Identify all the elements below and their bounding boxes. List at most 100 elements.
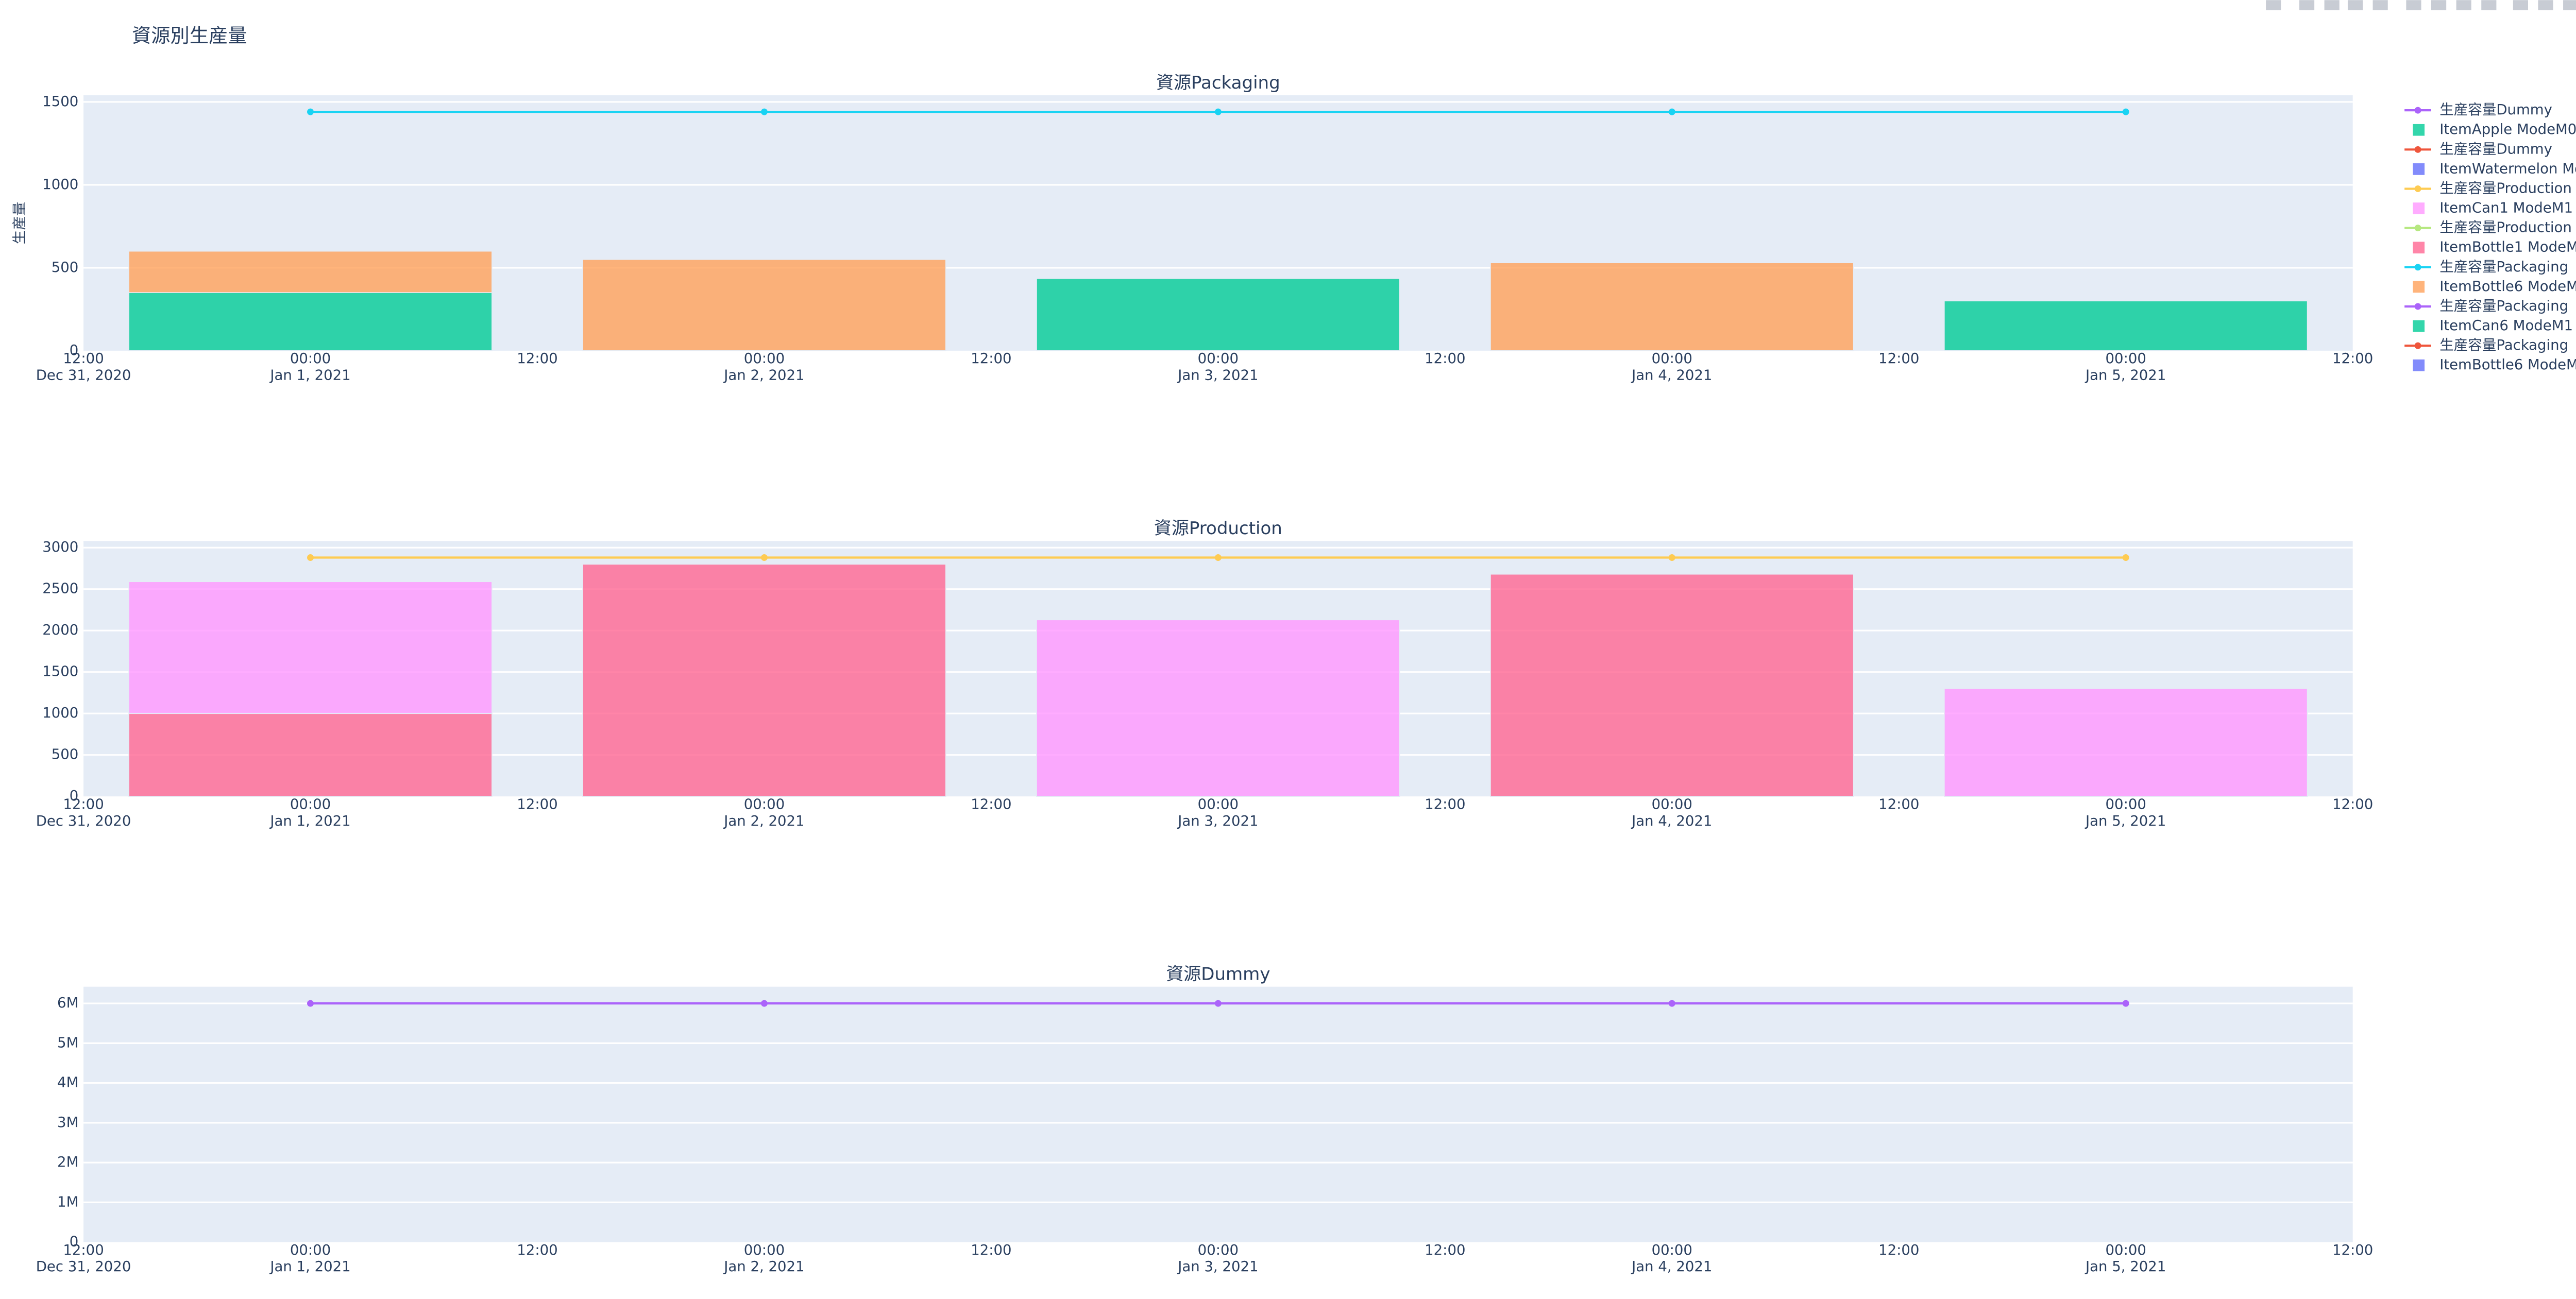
legend-item[interactable]: ItemWatermelon ModeM0 (2413, 160, 2576, 177)
legend-item[interactable]: ItemBottle1 ModeM1 (2413, 239, 2576, 255)
x-tick-label: Jan 2, 2021 (723, 367, 804, 383)
y-tick-label: 6M (57, 995, 78, 1011)
legend-swatch (2413, 281, 2425, 293)
y-tick-label: 1M (57, 1193, 78, 1210)
x-tick-label: 12:00 (1425, 350, 1465, 367)
bar: ItemCan1 ModeM1 (128, 581, 493, 714)
y-tick-label: 500 (52, 259, 79, 276)
legend-label: 生産容量Packaging (2439, 298, 2568, 314)
y-tick-label: 3M (57, 1114, 78, 1131)
x-tick-label: 12:00 (517, 1242, 557, 1258)
x-tick-label: 12:00 (971, 796, 1011, 812)
modebar-button[interactable] (2406, 0, 2421, 10)
x-tick-label: 00:00 (2106, 1242, 2146, 1258)
bar: ItemBottle1 ModeM1 (1490, 573, 1854, 797)
y-axis-title: 生産量 (11, 202, 28, 245)
modebar-button[interactable] (2299, 0, 2315, 10)
y-tick-label: 0 (70, 788, 79, 804)
legend-item[interactable]: 生産容量Packaging (2404, 337, 2568, 353)
x-tick-label: 12:00 (2332, 1242, 2373, 1258)
x-tick-label: Dec 31, 2020 (36, 813, 131, 829)
legend-item[interactable]: 生産容量Packaging (2404, 259, 2568, 275)
y-tick-label: 0 (70, 342, 79, 358)
page-title: 資源別生産量 (132, 24, 247, 47)
bar: ItemBottle6 ModeM1 (582, 259, 946, 351)
bar: ItemCan6 ModeM1 (1036, 278, 1400, 351)
line-marker (1214, 554, 1222, 561)
legend-item[interactable]: ItemCan6 ModeM1 (2413, 317, 2573, 334)
bar: ItemCan6 ModeM1 (1944, 300, 2308, 351)
modebar-button[interactable] (2372, 0, 2388, 10)
x-tick-label: 12:00 (1878, 1242, 1919, 1258)
legend-label: 生産容量Production (2439, 180, 2572, 196)
modebar-button[interactable] (2481, 0, 2497, 10)
x-tick-label: 00:00 (2106, 350, 2146, 367)
bar: ItemBottle1 ModeM1 (582, 563, 946, 797)
x-tick-label: 12:00 (517, 350, 557, 367)
legend-item[interactable]: 生産容量Dummy (2404, 141, 2552, 157)
line-marker (1214, 1000, 1222, 1007)
legend-item[interactable]: 生産容量Dummy (2404, 101, 2552, 118)
line-marker (760, 554, 768, 561)
line-marker (1668, 108, 1675, 115)
modebar-button[interactable] (2347, 0, 2363, 10)
y-tick-label: 1000 (42, 705, 78, 721)
x-tick-label: Dec 31, 2020 (36, 1258, 131, 1275)
legend-item[interactable]: ItemBottle6 ModeM1 (2413, 278, 2576, 295)
legend-item[interactable]: 生産容量Production (2404, 180, 2572, 196)
x-tick-label: 12:00 (971, 350, 1011, 367)
legend-label: 生産容量Packaging (2439, 337, 2568, 353)
x-tick-label: 00:00 (1198, 1242, 1239, 1258)
bar: ItemCan1 ModeM1 (1944, 688, 2308, 797)
x-tick-label: 12:00 (1425, 1242, 1465, 1258)
x-tick-label: 12:00 (971, 1242, 1011, 1258)
legend-item[interactable]: ItemApple ModeM0 (2413, 121, 2576, 138)
y-tick-label: 2000 (42, 622, 78, 638)
legend-item[interactable]: ItemCan1 ModeM1 (2413, 200, 2573, 216)
modebar-button[interactable] (2324, 0, 2340, 10)
line-marker (307, 108, 314, 115)
legend-item[interactable]: 生産容量Production (2404, 219, 2572, 236)
modebar-button[interactable] (2563, 0, 2576, 10)
modebar-button[interactable] (2538, 0, 2553, 10)
y-tick-label: 1500 (42, 93, 78, 110)
legend-item[interactable]: ItemBottle6 ModeM2 (2413, 356, 2576, 373)
x-tick-label: 12:00 (517, 796, 557, 812)
modebar-button[interactable] (2266, 0, 2281, 10)
legend-label: ItemApple ModeM0 (2439, 121, 2576, 138)
legend-item[interactable]: 生産容量Packaging (2404, 298, 2568, 314)
x-tick-label: 00:00 (744, 796, 785, 812)
line-marker (1668, 554, 1675, 561)
legend-swatch (2413, 124, 2425, 136)
modebar-button[interactable] (2456, 0, 2471, 10)
y-tick-label: 500 (52, 746, 79, 763)
legend-label: ItemBottle1 ModeM1 (2439, 239, 2576, 255)
legend-label: ItemCan6 ModeM1 (2439, 317, 2573, 334)
plot-area (83, 986, 2353, 1242)
legend-marker (2414, 185, 2421, 192)
legend-swatch (2413, 163, 2425, 175)
line-marker (760, 108, 768, 115)
legend-label: ItemBottle6 ModeM2 (2439, 356, 2576, 373)
y-tick-label: 2500 (42, 580, 78, 597)
y-tick-label: 1000 (42, 176, 78, 193)
x-tick-label: 00:00 (744, 350, 785, 367)
y-tick-label: 5M (57, 1034, 78, 1051)
x-tick-label: 12:00 (2332, 796, 2373, 812)
legend-label: 生産容量Dummy (2439, 141, 2552, 157)
x-tick-label: 12:00 (2332, 350, 2373, 367)
line-marker (2122, 108, 2129, 115)
x-tick-label: 12:00 (1425, 796, 1465, 812)
x-tick-label: 00:00 (290, 796, 331, 812)
x-tick-label: 00:00 (744, 1242, 785, 1258)
y-tick-label: 3000 (42, 539, 78, 555)
modebar-button[interactable] (2513, 0, 2528, 10)
y-tick-label: 4M (57, 1074, 78, 1091)
x-tick-label: Jan 1, 2021 (269, 813, 350, 829)
subplot-title: 資源Dummy (1166, 964, 1270, 985)
modebar-button[interactable] (2431, 0, 2447, 10)
x-tick-label: Jan 4, 2021 (1631, 1258, 1712, 1275)
